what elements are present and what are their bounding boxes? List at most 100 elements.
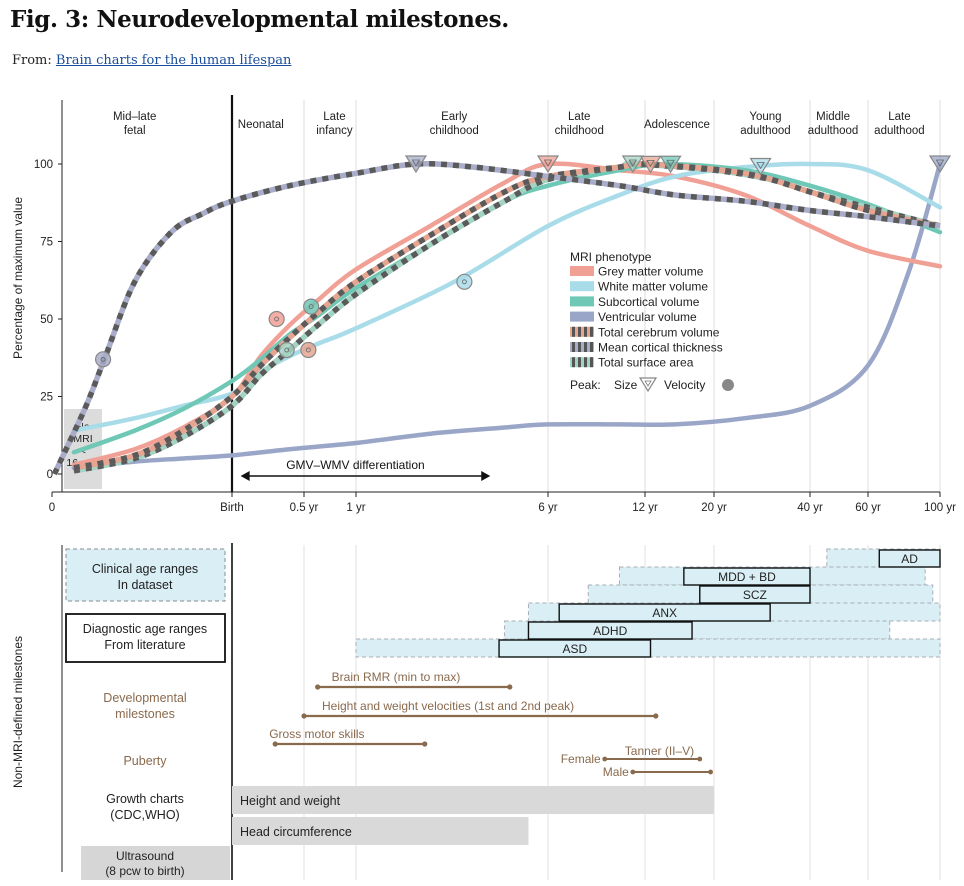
velocity-peak-marker-inner <box>284 347 290 353</box>
legend-size-marker-inner <box>644 380 652 387</box>
legend-swatch-stripe <box>578 342 581 352</box>
size-peak-marker-inner <box>935 159 945 167</box>
literature-range-bar <box>527 621 693 640</box>
legend-label: Subcortical volume <box>598 295 700 309</box>
legend-swatch <box>570 357 594 368</box>
legend-swatch-stripe <box>584 357 587 368</box>
puberty-range-start <box>602 756 608 762</box>
legend-swatch-stripe <box>572 326 575 337</box>
developmental-label: Brain RMR (min to max) <box>332 670 461 684</box>
disorder-label: ASD <box>562 642 587 656</box>
period-label: fetal <box>124 125 146 137</box>
legend-swatch-stripe <box>578 357 581 368</box>
gmv-wmv-arrow-left <box>240 471 250 481</box>
period-label: childhood <box>430 125 479 137</box>
developmental-range-start <box>315 684 321 690</box>
puberty-sex-label: Male <box>603 765 629 779</box>
gmv-wmv-arrow-right <box>481 471 491 481</box>
developmental-range-start <box>272 741 278 747</box>
velocity-peak-marker <box>300 341 317 359</box>
legend-label: Total cerebrum volume <box>598 325 720 339</box>
y-tick-label: 50 <box>40 314 53 326</box>
period-label: adulthood <box>808 125 859 137</box>
legend-swatch <box>570 266 594 276</box>
row-label-diagnostic: Diagnostic age ranges <box>83 622 207 636</box>
source-line: From: Brain charts for the human lifespa… <box>12 53 291 68</box>
puberty-tanner-label: Tanner (II–V) <box>625 744 694 758</box>
period-label: infancy <box>316 125 353 137</box>
growth-range-bar <box>232 786 714 814</box>
velocity-peak-marker <box>278 341 295 359</box>
legend-label: White matter volume <box>598 280 708 294</box>
period-label: Late <box>568 111 590 123</box>
size-peak-marker-inner <box>628 159 638 167</box>
source-link[interactable]: Brain charts for the human lifespan <box>55 53 292 68</box>
x-tick-label: 1 yr <box>346 502 365 514</box>
disorder-label: SCZ <box>743 588 767 602</box>
period-label: Neonatal <box>238 119 284 131</box>
x-tick-label: 60 yr <box>855 502 881 514</box>
figure-title: Fig. 3: Neurodevelopmental milestones. <box>10 6 509 33</box>
row-label-developmental: Developmental <box>103 691 186 705</box>
x-tick-label: Birth <box>220 502 244 514</box>
period-label: Middle <box>816 111 850 123</box>
x-tick-label: 100 yr <box>924 502 956 514</box>
size-peak-marker <box>404 155 428 174</box>
period-label: Mid–late <box>113 111 156 123</box>
period-label: Young <box>749 111 781 123</box>
size-peak-marker <box>621 155 644 174</box>
curves <box>51 161 943 476</box>
row-label-developmental: milestones <box>115 707 175 721</box>
row-label-growth: (CDC,WHO) <box>110 808 179 822</box>
gmv-wmv-label: GMV–WMV differentiation <box>286 458 425 472</box>
legend-swatch-stripe <box>590 357 593 368</box>
literature-range-bar <box>683 567 811 586</box>
period-label: Adolescence <box>644 119 710 131</box>
milestones-y-label: Non-MRI-defined milestones <box>11 636 25 788</box>
row-label-diagnostic: From literature <box>104 638 185 652</box>
developmental-range-end <box>507 684 513 690</box>
legend-swatch <box>570 311 594 322</box>
legend-swatch <box>570 342 594 352</box>
period-label: childhood <box>555 125 604 137</box>
legend-size-marker <box>638 377 658 393</box>
velocity-peak-marker-inner <box>274 316 280 322</box>
milestones-chart: Non-MRI-defined milestones Clinical age r… <box>11 543 941 880</box>
legend-swatch-stripe <box>584 342 587 352</box>
puberty-range-end <box>708 769 713 775</box>
row-label-puberty: Puberty <box>123 754 167 768</box>
disorder-label: MDD + BD <box>718 570 776 584</box>
x-tick-label: 0 <box>49 502 55 514</box>
legend-swatch-stripe <box>572 342 575 352</box>
y-tick-label: 75 <box>40 237 53 249</box>
puberty-range-start <box>630 769 636 775</box>
x-tick-label: 0.5 yr <box>290 502 319 514</box>
period-label: Late <box>888 111 910 123</box>
legend-velocity-marker <box>722 379 734 391</box>
developmental-range-end <box>653 713 659 719</box>
velocity-peak-marker-inner <box>100 356 106 362</box>
velocity-peak-marker-inner <box>308 304 314 310</box>
size-peak-marker <box>536 155 560 174</box>
series-line <box>71 161 943 471</box>
x-tick-label: 40 yr <box>797 502 823 514</box>
developmental-range-end <box>422 741 428 747</box>
legend-label: Mean cortical thickness <box>598 341 723 355</box>
series-line-dashes <box>73 161 941 471</box>
disorder-label: ANX <box>652 606 677 620</box>
developmental-ranges: Brain RMR (min to max) Height and weight … <box>269 670 659 747</box>
velocity-peak-marker <box>456 273 473 290</box>
x-tick-label: 12 yr <box>632 502 658 514</box>
legend-label: Grey matter volume <box>598 265 704 279</box>
disorder-ranges: AD MDD + BD SCZ ANX ADHD ASD <box>355 548 941 658</box>
size-peak-marker <box>928 155 952 174</box>
size-peak-marker-inner <box>543 159 553 167</box>
y-tick-label: 25 <box>40 392 53 404</box>
size-peak-marker-inner <box>411 159 421 167</box>
legend-velocity-label: Velocity <box>664 378 705 392</box>
velocity-peak-marker <box>303 298 320 315</box>
x-tick-label: 6 yr <box>538 502 557 514</box>
row-label-ultrasound: Ultrasound <box>116 849 174 863</box>
